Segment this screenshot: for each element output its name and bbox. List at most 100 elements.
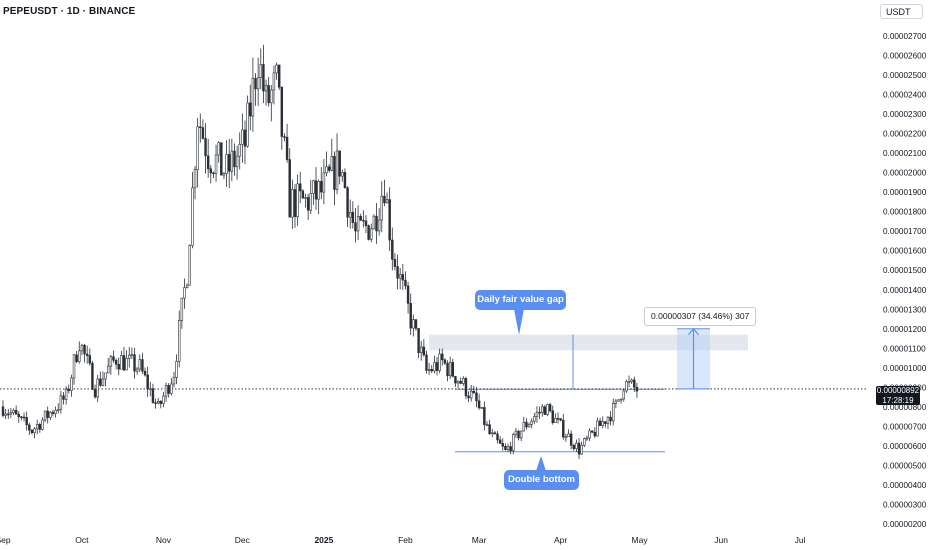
candle-body <box>527 424 531 428</box>
x-tick-label: 2025 <box>314 535 333 545</box>
candle-body <box>598 420 602 426</box>
candle-body <box>180 297 184 321</box>
x-tick-label: Nov <box>156 535 172 545</box>
last-price-value: 0.00000892 <box>876 386 920 395</box>
candle-body <box>212 172 215 175</box>
x-tick-label: Jun <box>714 535 728 545</box>
candle-body <box>448 362 452 377</box>
candle-body <box>28 424 31 431</box>
candle-body <box>72 354 76 379</box>
time-axis[interactable]: Sep Oct Nov Dec 2025 Feb Mar Apr May Jun Jul <box>0 535 806 545</box>
candle-body <box>170 383 173 394</box>
candle-body <box>583 438 586 446</box>
candle-body <box>622 390 625 400</box>
candle-body <box>533 416 536 422</box>
candle-body <box>104 372 107 380</box>
candle-body <box>543 406 547 415</box>
candle-body <box>43 410 47 421</box>
candle-body <box>522 421 526 432</box>
candle-body <box>25 417 28 426</box>
candle-body <box>70 377 73 391</box>
candle-body <box>135 368 139 372</box>
candle-body <box>356 216 360 232</box>
candle-body <box>256 77 260 90</box>
price-axis[interactable]: 0.00002700 0.00002600 0.00002500 0.00002400… <box>883 32 927 529</box>
candle-body <box>567 433 570 438</box>
y-tick-label: 0.00001100 <box>883 344 926 353</box>
candle-body <box>293 189 297 217</box>
candle-body <box>391 239 394 260</box>
candle-body <box>57 409 60 411</box>
candle-body <box>272 72 276 91</box>
candle-body <box>162 395 165 404</box>
candle-body <box>138 359 141 370</box>
x-tick-label: May <box>632 535 649 545</box>
candle-body <box>20 416 23 419</box>
candle-body <box>609 416 612 422</box>
x-tick-label: Apr <box>554 535 567 545</box>
candle-body <box>517 430 520 439</box>
y-tick-label: 0.00002200 <box>883 130 927 139</box>
candle-body <box>559 418 562 421</box>
candle-body <box>514 430 518 435</box>
candle-body <box>459 380 462 384</box>
y-tick-label: 0.00000500 <box>883 461 927 470</box>
symbol-title[interactable]: PEPEUSDT · 1D · BINANCE <box>3 6 136 17</box>
candle-body <box>554 418 557 423</box>
candle-body <box>351 211 355 223</box>
candle-body <box>251 77 255 117</box>
candle-body <box>475 392 478 402</box>
measure-label[interactable]: 0.00000307 (34.46%) 307 <box>644 307 757 326</box>
candle-body <box>348 211 352 218</box>
candle-body <box>509 446 512 452</box>
y-tick-label: 0.00002400 <box>883 91 927 100</box>
candle-body <box>243 129 247 147</box>
candle-body <box>538 411 541 414</box>
candle-body <box>380 195 383 221</box>
candle-body <box>285 136 289 160</box>
candle-body <box>12 409 15 413</box>
candle-body <box>435 362 439 371</box>
countdown-timer: 17:28:19 <box>882 395 914 405</box>
candle-body <box>154 402 157 404</box>
candle-body <box>485 424 489 426</box>
candle-body <box>193 169 197 189</box>
currency-badge[interactable]: USDT <box>880 4 923 19</box>
candle-body <box>114 359 118 365</box>
y-tick-label: 0.00002600 <box>883 52 927 61</box>
candle-body <box>209 168 213 174</box>
candle-body <box>325 166 328 174</box>
candle-body <box>496 433 499 441</box>
candle-body <box>291 189 294 218</box>
fvg-callout-pointer <box>514 309 524 335</box>
candle-body <box>627 381 631 383</box>
candle-body <box>367 225 370 240</box>
candle-body <box>630 379 633 382</box>
candle-body <box>359 216 362 221</box>
candle-body <box>270 89 273 104</box>
candlestick-series[interactable] <box>1 44 639 459</box>
candle-body <box>525 421 528 428</box>
candle-body <box>433 362 436 372</box>
y-tick-label: 0.00001200 <box>883 325 927 334</box>
candle-body <box>109 356 113 367</box>
y-tick-label: 0.00002300 <box>883 110 927 119</box>
fair-value-gap-zone[interactable] <box>429 334 748 351</box>
candle-body <box>75 354 78 362</box>
y-tick-label: 0.00000800 <box>883 403 927 412</box>
y-tick-label: 0.00001400 <box>883 286 927 295</box>
candle-body <box>62 395 65 400</box>
candle-body <box>393 259 397 267</box>
candle-body <box>262 64 265 92</box>
candle-body <box>277 64 281 88</box>
candle-body <box>280 86 284 137</box>
double-bottom-callout[interactable]: Double bottom <box>504 470 579 490</box>
candle-body <box>469 390 473 399</box>
fvg-callout[interactable]: Daily fair value gap <box>475 290 566 310</box>
candle-body <box>398 274 402 279</box>
candle-body <box>343 172 347 189</box>
candle-body <box>259 64 262 78</box>
candle-body <box>175 361 178 378</box>
candle-body <box>164 385 168 397</box>
